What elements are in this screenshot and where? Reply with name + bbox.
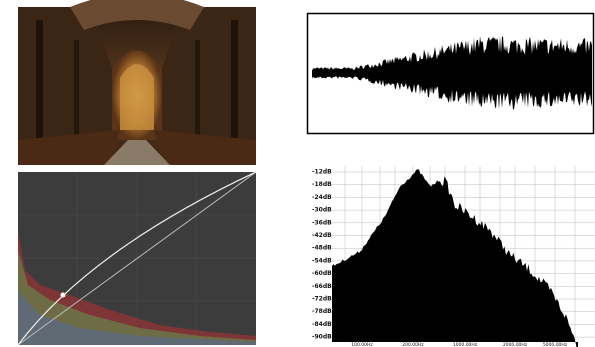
x-tick-label: 5000.00Hz bbox=[543, 342, 568, 347]
y-tick-label: -36dB bbox=[312, 219, 332, 226]
y-tick-label: -48dB bbox=[312, 245, 332, 252]
spectrum-panel: -12dB -18dB -24dB -30dB -36dB -42dB -48dB -54dB… bbox=[312, 166, 595, 347]
y-tick-label: -12dB bbox=[312, 169, 332, 176]
y-tick-label: -30dB bbox=[312, 207, 332, 214]
waveform bbox=[312, 36, 592, 110]
y-tick-label: -60dB bbox=[312, 270, 332, 277]
y-tick-label: -66dB bbox=[312, 283, 332, 290]
x-tick-label: 200.00Hz bbox=[402, 342, 424, 347]
spectrum-fill bbox=[332, 169, 578, 347]
waveform-panel bbox=[306, 12, 595, 135]
y-tick-label: -72dB bbox=[312, 296, 332, 303]
y-tick-label: -18dB bbox=[312, 181, 332, 188]
y-tick-label: -42dB bbox=[312, 232, 332, 239]
curves-panel bbox=[17, 171, 257, 346]
x-tick-label: 1000.00Hz bbox=[453, 342, 478, 347]
y-tick-label: -54dB bbox=[312, 257, 332, 264]
x-tick-label: 100.00Hz bbox=[351, 342, 373, 347]
church-photo bbox=[18, 0, 256, 165]
y-tick-label: -24dB bbox=[312, 194, 332, 201]
y-tick-label: -78dB bbox=[312, 308, 332, 315]
y-tick-label: -90dB bbox=[312, 334, 332, 341]
x-tick-label: 2000.00Hz bbox=[503, 342, 528, 347]
y-tick-label: -84dB bbox=[312, 321, 332, 328]
